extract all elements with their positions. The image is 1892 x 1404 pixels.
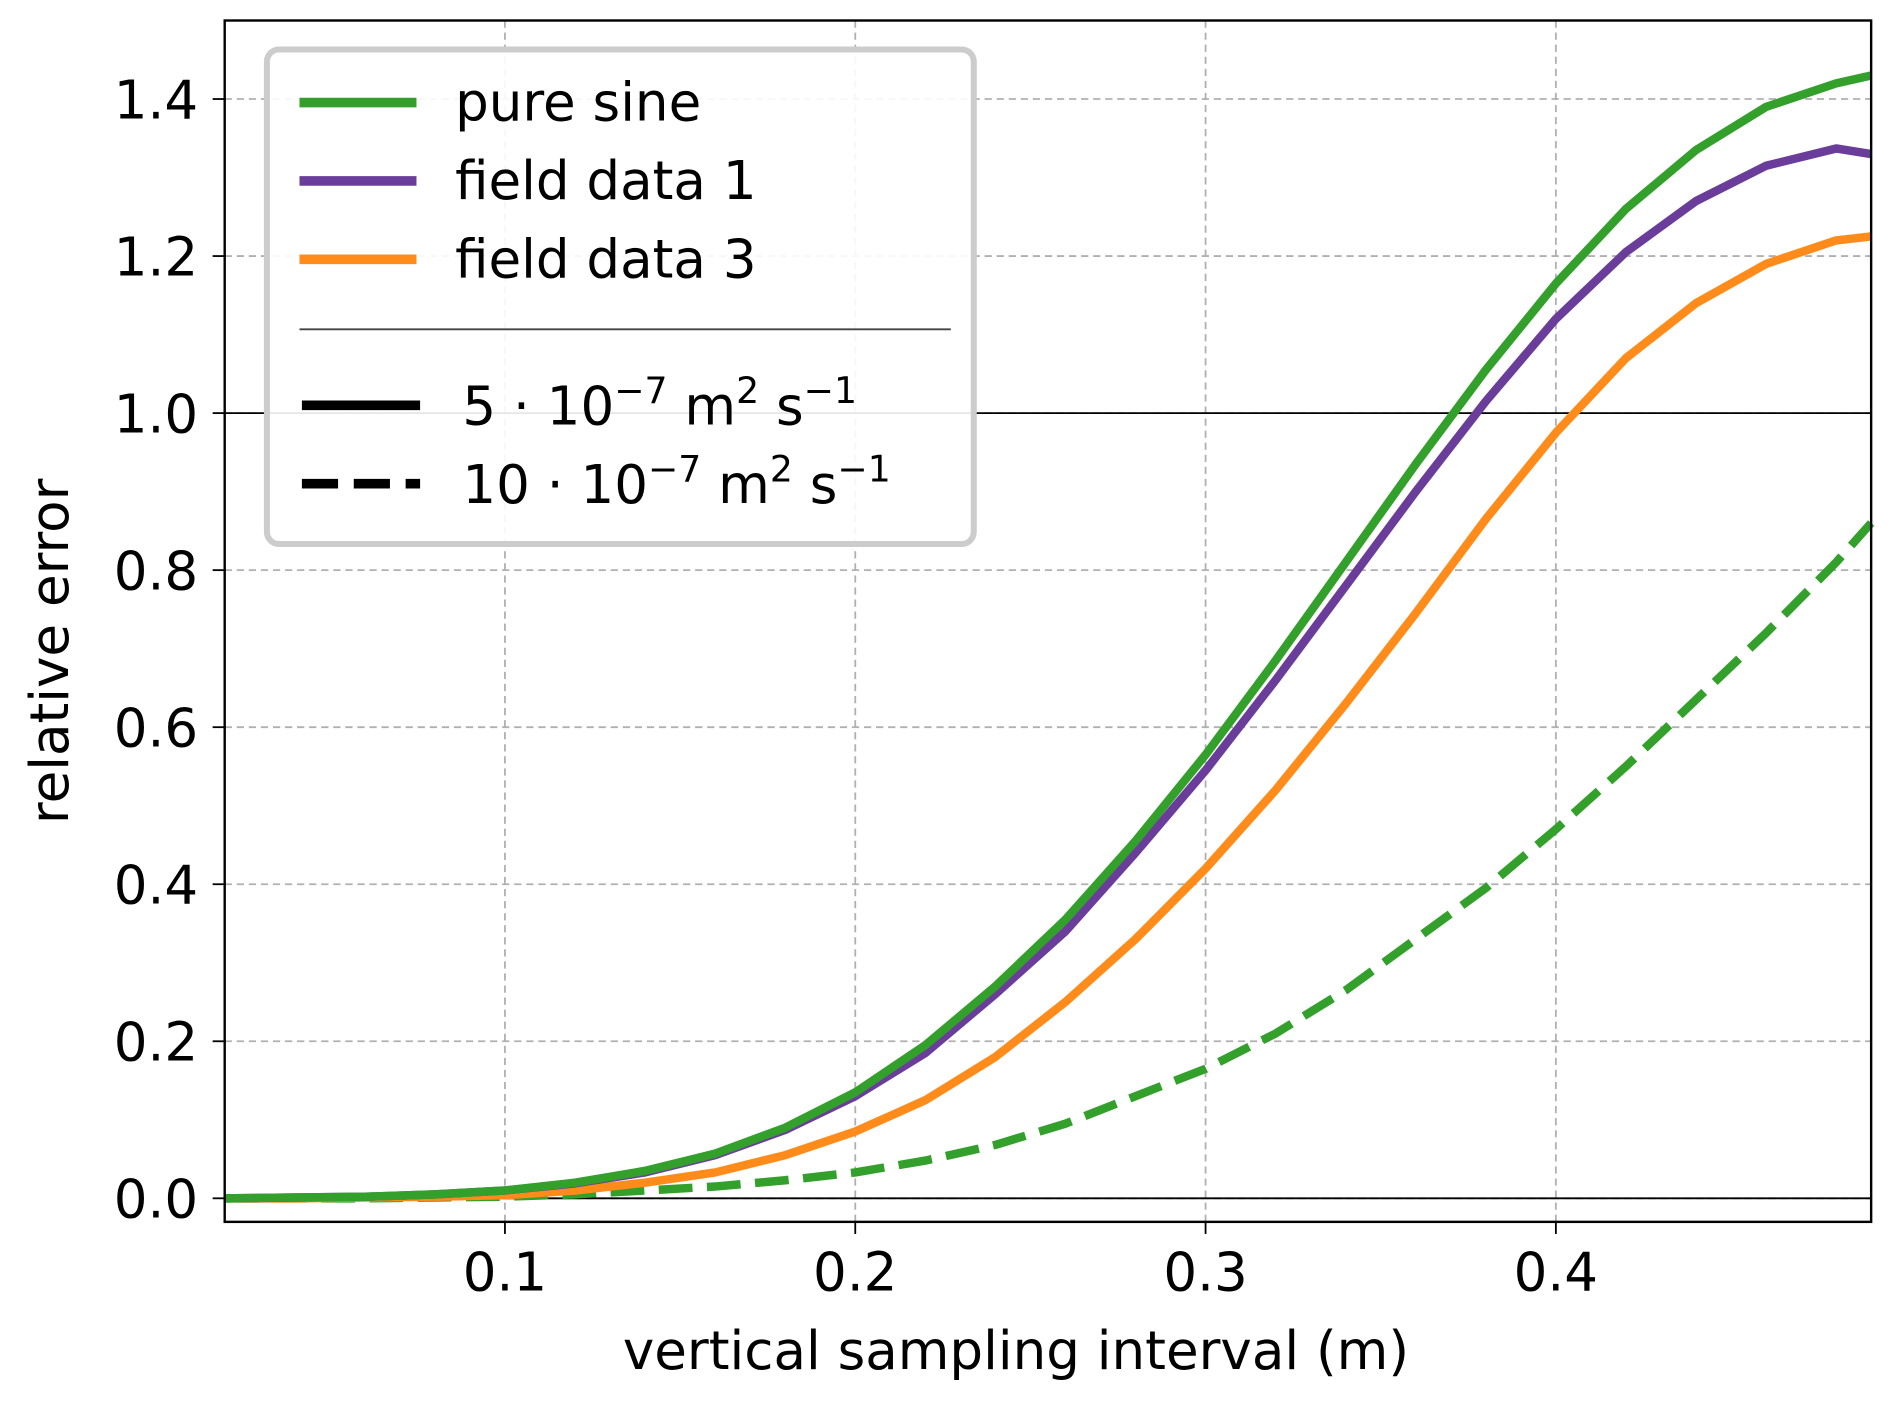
- y-tick-label: 1.0: [114, 383, 198, 445]
- legend-label-diffusivity-10: 10 · 10−7 m2 s−1: [462, 447, 890, 516]
- series-line-field-data-3-solid: [224, 232, 1872, 1203]
- legend-box: [263, 46, 977, 548]
- y-tick-label: 0.6: [114, 697, 198, 759]
- x-tick-label: 0.4: [1514, 1242, 1598, 1304]
- series-line-pure-sine-dashed: [224, 520, 1875, 1203]
- y-axis-label: relative error: [19, 478, 81, 824]
- x-tick-label: 0.3: [1163, 1242, 1247, 1304]
- x-axis-label: vertical sampling interval (m): [623, 1320, 1409, 1382]
- legend: pure sine field data 1 field data 3 5 · …: [263, 46, 977, 548]
- legend-label-field-data-1: field data 1: [455, 150, 757, 212]
- plot-frame: [223, 19, 1873, 1224]
- y-tick-label: 1.4: [114, 69, 198, 131]
- legend-label-diffusivity-5: 5 · 10−7 m2 s−1: [462, 369, 857, 438]
- y-tick-label: 0.8: [114, 540, 198, 602]
- y-axis: 0.0 0.2 0.4 0.6 0.8 1.0 1.2 1.4: [114, 69, 225, 1231]
- x-axis: 0.1 0.2 0.3 0.4: [463, 1221, 1598, 1304]
- x-tick-label: 0.1: [463, 1242, 547, 1304]
- legend-label-pure-sine: pure sine: [455, 72, 701, 134]
- y-tick-label: 1.2: [114, 226, 198, 288]
- y-tick-label: 0.0: [114, 1169, 198, 1231]
- y-tick-label: 0.2: [114, 1012, 198, 1074]
- series-lines: [224, 71, 1875, 1203]
- y-tick-label: 0.4: [114, 855, 198, 917]
- x-tick-label: 0.2: [813, 1242, 897, 1304]
- legend-label-field-data-3: field data 3: [455, 228, 757, 290]
- series-line-pure-sine-solid: [224, 71, 1873, 1203]
